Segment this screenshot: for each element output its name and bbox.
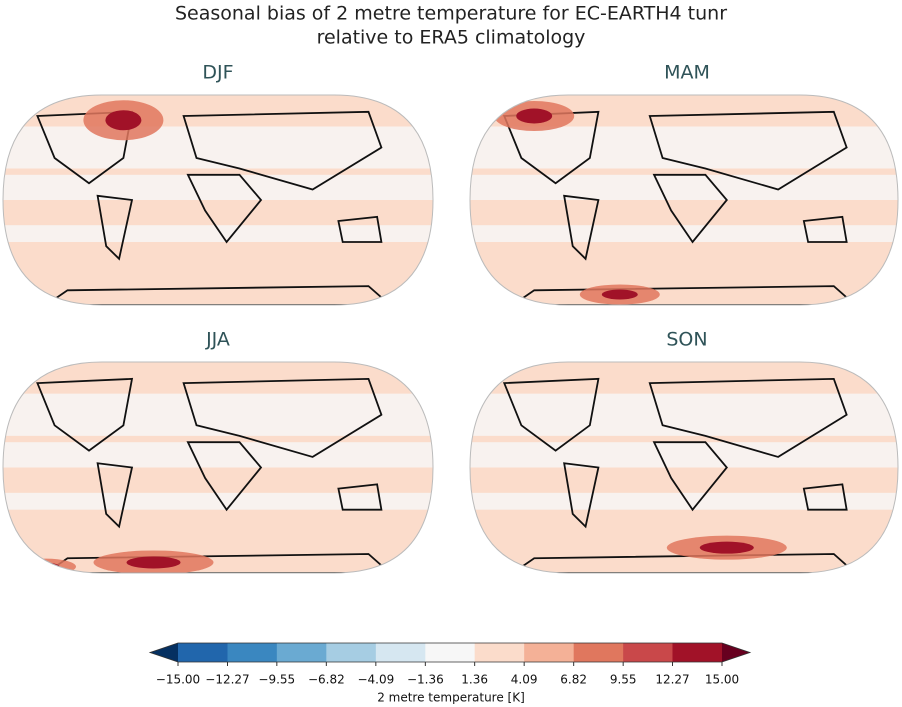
coastline xyxy=(337,215,383,243)
coastline xyxy=(563,462,600,529)
title: Seasonal bias of 2 metre temperature for… xyxy=(175,3,727,25)
bias-region xyxy=(601,289,638,300)
map-band xyxy=(3,225,433,242)
colorbar-bin xyxy=(425,643,476,662)
tick-label: 12.27 xyxy=(655,673,689,687)
tick-label: 4.09 xyxy=(511,673,538,687)
colorbar-bin xyxy=(276,643,327,662)
map-band xyxy=(3,492,433,510)
map xyxy=(470,95,898,305)
coastline xyxy=(36,377,134,452)
tick-label: 1.36 xyxy=(461,673,488,687)
coastline xyxy=(802,483,848,511)
bias-region xyxy=(126,556,181,569)
bias-region xyxy=(699,541,754,554)
panel-title: MAM xyxy=(664,62,710,84)
map-band xyxy=(470,225,898,242)
colorbar-bin xyxy=(672,643,723,662)
tick-label: 9.55 xyxy=(610,673,637,687)
tick-label: −6.82 xyxy=(308,673,345,687)
bias-region xyxy=(105,110,142,131)
title: relative to ERA5 climatology xyxy=(317,27,586,49)
bias-region xyxy=(32,562,60,571)
coastline xyxy=(182,377,383,458)
colorbar-bin xyxy=(227,643,278,662)
panel-title: SON xyxy=(666,329,707,351)
coastline xyxy=(186,441,263,512)
colorbar-bin xyxy=(178,643,229,662)
tick-label: 6.82 xyxy=(560,673,587,687)
colorbar-bin xyxy=(474,643,525,662)
coastline xyxy=(186,173,263,244)
map xyxy=(3,95,433,305)
map-frame xyxy=(2,361,434,574)
coastline xyxy=(652,173,728,244)
coastline xyxy=(563,194,600,261)
map-band xyxy=(3,174,433,200)
coastline xyxy=(337,483,383,511)
coastline xyxy=(648,110,848,191)
map-band xyxy=(470,126,898,169)
tick-label: −1.36 xyxy=(407,673,444,687)
coastline xyxy=(182,110,383,191)
map xyxy=(3,362,433,573)
coastline xyxy=(502,377,600,452)
map-band xyxy=(470,174,898,200)
colorbar-label: 2 metre temperature [K] xyxy=(377,691,525,705)
map-band xyxy=(3,442,433,468)
map xyxy=(470,362,898,573)
colorbar-extend xyxy=(722,643,750,662)
coastline xyxy=(96,462,134,529)
tick-label: −12.27 xyxy=(205,673,249,687)
map-frame xyxy=(469,361,899,574)
colorbar-bin xyxy=(573,643,624,662)
map-band xyxy=(470,442,898,468)
bias-region xyxy=(516,108,553,124)
map-frame xyxy=(2,94,434,306)
panel-title: DJF xyxy=(202,62,233,84)
colorbar-extend xyxy=(150,643,178,662)
coastline xyxy=(802,215,848,243)
tick-label: 15.00 xyxy=(705,673,739,687)
map-band xyxy=(470,492,898,510)
map-band xyxy=(3,393,433,436)
colorbar-bin xyxy=(326,643,377,662)
coastline xyxy=(648,377,848,458)
coastline xyxy=(502,110,600,185)
map-frame xyxy=(469,94,899,306)
coastline xyxy=(652,441,728,512)
panel-title: JJA xyxy=(205,329,230,351)
tick-label: −4.09 xyxy=(357,673,394,687)
map-band xyxy=(3,126,433,169)
colorbar-bin xyxy=(524,643,575,662)
coastline xyxy=(96,194,134,261)
colorbar-bin xyxy=(375,643,426,662)
tick-label: −9.55 xyxy=(258,673,295,687)
tick-label: −15.00 xyxy=(156,673,200,687)
colorbar-bin xyxy=(623,643,673,662)
map-band xyxy=(470,393,898,436)
